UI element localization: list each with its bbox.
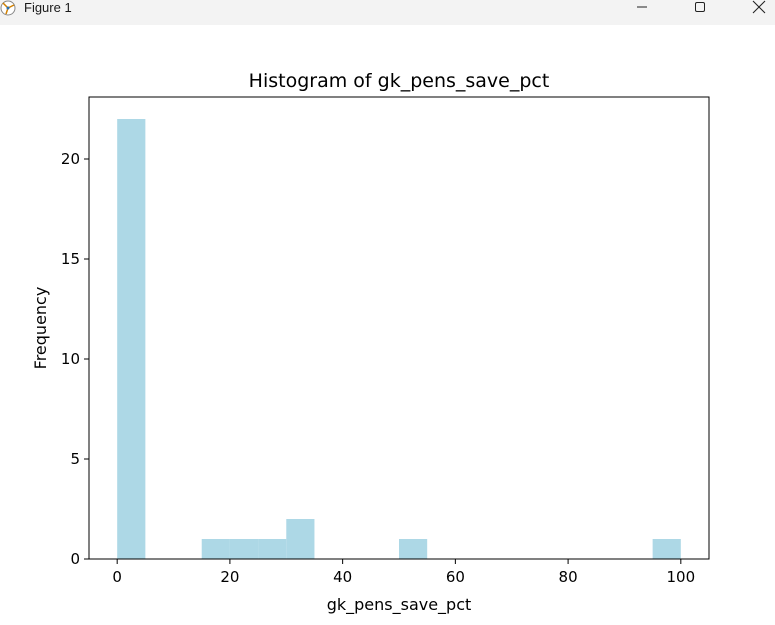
y-tick-label: 5	[70, 450, 80, 468]
y-tick-label: 15	[61, 250, 80, 268]
minimize-button[interactable]	[619, 0, 665, 14]
y-tick-label: 20	[61, 150, 80, 168]
y-axis-label: Frequency	[31, 287, 50, 370]
minimize-icon	[637, 6, 647, 8]
histogram-bar	[229, 539, 259, 559]
maximize-button[interactable]	[677, 0, 723, 14]
histogram-bar	[117, 119, 146, 559]
x-tick-label: 100	[666, 568, 695, 586]
window-title: Figure 1	[24, 0, 72, 15]
x-tick-label: 40	[333, 568, 352, 586]
histogram-bar	[258, 539, 287, 559]
y-tick-label: 10	[61, 350, 80, 368]
x-tick-label: 20	[220, 568, 239, 586]
x-tick-label: 60	[446, 568, 465, 586]
bars-group	[117, 119, 681, 559]
x-axis-ticks: 0 20 40 60 80 100	[112, 559, 695, 586]
y-tick-label: 0	[70, 550, 80, 568]
maximize-icon	[695, 2, 705, 12]
chart-title: Histogram of gk_pens_save_pct	[249, 70, 550, 92]
x-axis-label: gk_pens_save_pct	[327, 595, 472, 615]
histogram-bar	[286, 519, 315, 559]
histogram-bar	[399, 539, 428, 559]
window-titlebar: Figure 1	[0, 0, 775, 25]
histogram-bar	[201, 539, 230, 559]
x-tick-label: 0	[112, 568, 122, 586]
plot-frame	[88, 96, 710, 560]
y-axis-ticks: 0 5 10 15 20	[61, 150, 89, 568]
figure-app-icon	[0, 0, 18, 16]
close-button[interactable]	[736, 0, 775, 14]
histogram-bar	[652, 539, 681, 559]
close-icon	[752, 0, 766, 14]
x-tick-label: 80	[559, 568, 578, 586]
histogram-chart: Histogram of gk_pens_save_pct 0 20 40 60 80 1…	[31, 70, 710, 615]
